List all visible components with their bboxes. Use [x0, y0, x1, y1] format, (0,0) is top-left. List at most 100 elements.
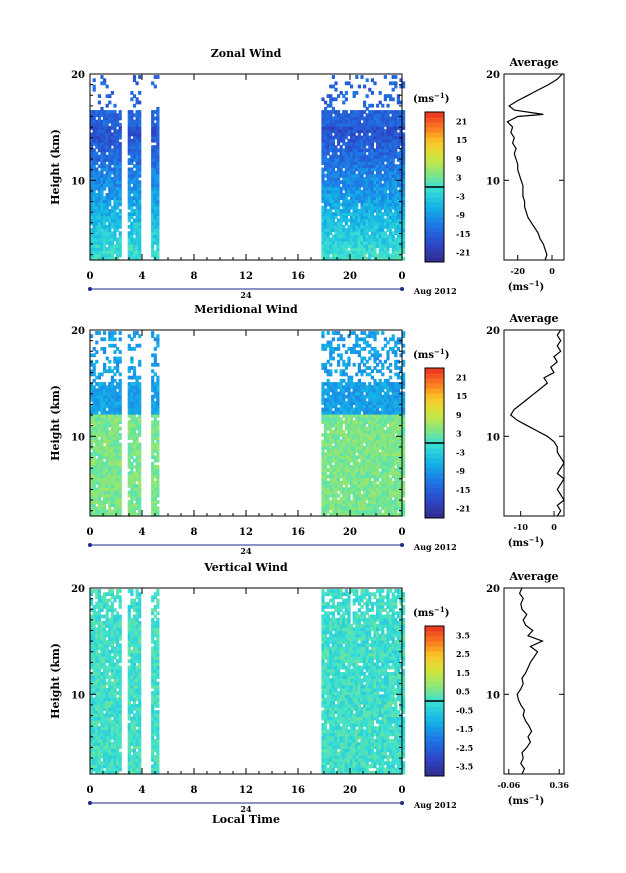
y-axis-label: Height (km)	[49, 385, 62, 461]
y-tick-label: 20	[71, 326, 85, 337]
average-x-tick-label: -0.06	[497, 780, 520, 790]
x-tick-label: 0	[87, 785, 94, 796]
y-axis-label: Height (km)	[49, 129, 62, 205]
y-tick-label: 20	[71, 70, 85, 81]
y-axis-label: Height (km)	[49, 643, 62, 719]
colorbar-unit: (ms−1)	[413, 91, 449, 105]
x-tick-label: 16	[291, 527, 305, 538]
colorbar-tick-label: 21	[456, 116, 467, 126]
colorbar-tick-label: -21	[456, 248, 470, 258]
date-axis-end	[88, 801, 92, 805]
date-axis-end	[88, 543, 92, 547]
panel-3: Vertical Wind Height (km) 10 20 0 4 8 12 16 20 0 24…	[49, 561, 569, 814]
day-label: 24	[240, 546, 252, 556]
average-y-tick-label: 20	[486, 584, 500, 595]
average-y-tick-label: 10	[486, 690, 500, 701]
x-tick-label: 0	[87, 271, 94, 282]
average-x-tick-label: -10	[513, 522, 528, 532]
colorbar-unit: (ms−1)	[413, 605, 449, 619]
average-title: Average	[508, 312, 558, 325]
colorbar: 3.5 2.5 1.5 0.5 -0.5 -1.5 -2.5 -3.5 (ms−1)	[413, 605, 473, 777]
y-tick-label: 10	[71, 176, 85, 187]
colorbar-tick-label: 21	[456, 372, 467, 382]
average-title: Average	[508, 570, 558, 583]
colorbar-tick-label: -3	[456, 447, 465, 457]
colorbar-tick-label: -3	[456, 191, 465, 201]
average-title: Average	[508, 56, 558, 69]
colorbar-tick-label: -15	[456, 485, 470, 495]
panel-title: Vertical Wind	[203, 561, 288, 574]
colorbar-tick-label: -21	[456, 504, 470, 514]
average-profile-line	[509, 329, 565, 517]
heatmap-cells	[90, 75, 406, 261]
average-profile-line	[506, 73, 563, 261]
average-frame	[503, 587, 565, 775]
x-tick-label: 4	[139, 785, 146, 796]
x-tick-label: 8	[191, 785, 198, 796]
colorbar-tick-label: -9	[456, 210, 465, 220]
average-x-tick-label: -20	[510, 266, 525, 276]
average-frame	[503, 73, 565, 261]
average-unit: (ms−1)	[508, 535, 544, 549]
y-tick-label: 20	[71, 584, 85, 595]
colorbar-tick-label: -2.5	[456, 743, 473, 753]
x-tick-label: 0	[87, 527, 94, 538]
average-x-tick-label: 0	[551, 522, 557, 532]
colorbar-tick-label: 3.5	[456, 630, 470, 640]
x-tick-label: 20	[343, 785, 357, 796]
date-axis-end	[400, 801, 404, 805]
x-tick-label: 8	[191, 271, 198, 282]
average-y-tick-label: 20	[486, 326, 500, 337]
x-tick-label: 0	[399, 271, 406, 282]
date-label: Aug 2012	[413, 800, 457, 810]
x-tick-label: 0	[399, 785, 406, 796]
colorbar-tick-label: -1.5	[456, 724, 473, 734]
average-y-tick-label: 10	[486, 176, 500, 187]
date-label: Aug 2012	[413, 542, 457, 552]
x-tick-label: 8	[191, 527, 198, 538]
colorbar-unit: (ms−1)	[413, 347, 449, 361]
x-tick-label: 20	[343, 527, 357, 538]
colorbar-tick-label: 9	[456, 154, 462, 164]
x-tick-label: 4	[139, 271, 146, 282]
date-axis-end	[400, 287, 404, 291]
y-tick-label: 10	[71, 690, 85, 701]
day-label: 24	[240, 804, 252, 814]
colorbar-tick-label: -15	[456, 229, 470, 239]
colorbar-tick-label: 2.5	[456, 649, 470, 659]
average-unit: (ms−1)	[508, 279, 544, 293]
colorbar-tick-label: 15	[456, 391, 467, 401]
y-tick-label: 10	[71, 432, 85, 443]
colorbar-tick-label: 3	[456, 173, 462, 183]
colorbar: 21 15 9 3 -3 -9 -15 -21 (ms−1)	[413, 91, 470, 263]
average-panel: Average 20 10 -20 0 (ms−1)	[486, 56, 565, 293]
x-tick-label: 12	[239, 527, 253, 538]
x-tick-label: 16	[291, 271, 305, 282]
date-axis-end	[400, 543, 404, 547]
colorbar-tick-label: -9	[456, 466, 465, 476]
x-tick-label: 16	[291, 785, 305, 796]
average-x-tick-label: 0.36	[549, 780, 569, 790]
panel-title: Zonal Wind	[211, 47, 282, 60]
average-panel: Average 20 10 -0.06 0.36 (ms−1)	[486, 570, 569, 807]
colorbar-tick-label: 1.5	[456, 668, 470, 678]
x-tick-label: 12	[239, 785, 253, 796]
colorbar-tick-label: -0.5	[456, 705, 473, 715]
panel-title: Meridional Wind	[194, 303, 298, 316]
colorbar-tick-label: 15	[456, 135, 467, 145]
x-axis-label: Local Time	[212, 813, 280, 826]
average-frame	[503, 329, 565, 517]
average-unit: (ms−1)	[508, 793, 544, 807]
heatmap-cells	[90, 589, 406, 775]
day-label: 24	[240, 290, 252, 300]
average-panel: Average 20 10 -10 0 (ms−1)	[486, 312, 565, 549]
panel-2: Meridional Wind Height (km) 10 20 0 4 8 12 16 20 0…	[49, 303, 565, 556]
average-x-tick-label: 0	[549, 266, 555, 276]
colorbar-tick-label: 3	[456, 429, 462, 439]
x-tick-label: 0	[399, 527, 406, 538]
colorbar-tick-label: -3.5	[456, 762, 473, 772]
date-axis-end	[88, 287, 92, 291]
x-tick-label: 20	[343, 271, 357, 282]
colorbar-tick-label: 0.5	[456, 687, 470, 697]
panel-1: Zonal Wind Height (km) 10 20 0 4 8 12 16 20 0 24 Aug…	[49, 47, 565, 300]
